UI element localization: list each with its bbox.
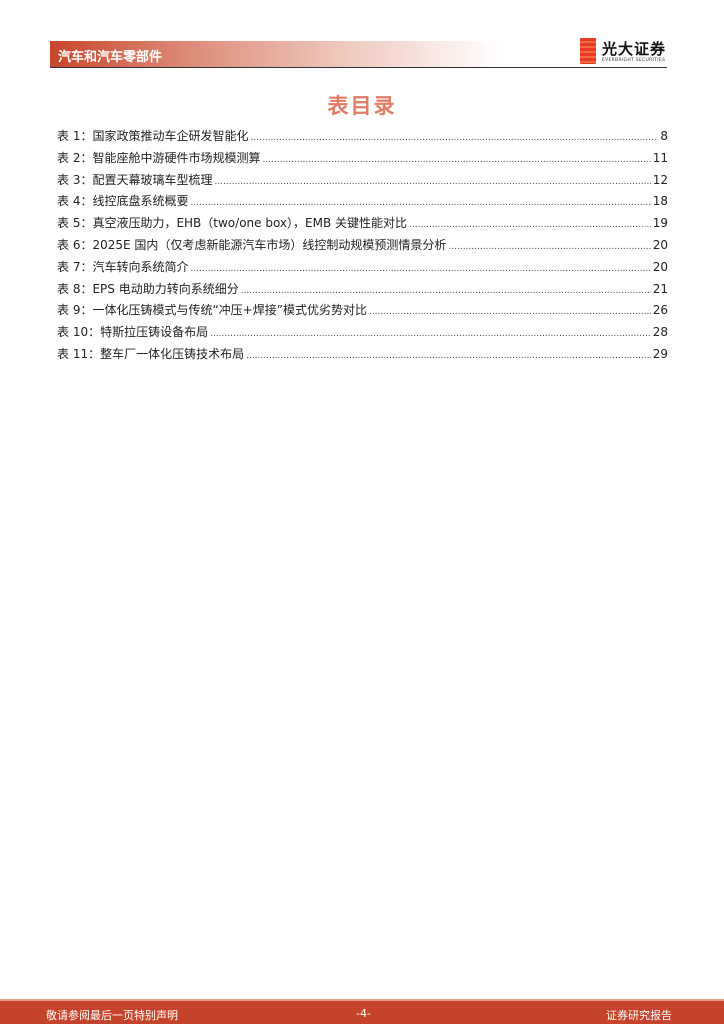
toc-leader-dots	[246, 351, 651, 361]
toc-entry-label: 表 2：智能座舱中游硬件市场规模测算	[57, 150, 261, 165]
toc-entry-page: 26	[652, 303, 668, 318]
toc-entry[interactable]: 表 8：EPS 电动助力转向系统细分 21	[57, 280, 668, 302]
header-divider	[50, 67, 667, 68]
section-name: 汽车和汽车零部件	[58, 50, 163, 65]
toc-leader-dots	[190, 198, 650, 208]
toc-entry-label: 表 6：2025E 国内（仅考虑新能源汽车市场）线控制动规模预测情景分析	[57, 237, 447, 252]
toc-entry-label: 表 3：配置天幕玻璃车型梳理	[57, 172, 213, 187]
toc-entry-label: 表 11：整车厂一体化压铸技术布局	[57, 346, 245, 361]
toc-entry-page: 29	[652, 346, 668, 361]
toc-leader-dots	[214, 177, 650, 187]
toc-entry-label: 表 4：线控底盘系统概要	[57, 194, 189, 209]
logo-text: 光大证券	[602, 40, 667, 58]
company-logo: 光大证券 EVERBRIGHT SECURITIES	[580, 38, 670, 66]
toc-entry-page: 19	[652, 216, 668, 231]
toc-entry[interactable]: 表 10：特斯拉压铸设备布局 28	[57, 323, 668, 345]
toc-entry-label: 表 7：汽车转向系统简介	[57, 259, 189, 274]
toc-leader-dots	[210, 329, 651, 339]
page-title: 表目录	[327, 94, 397, 118]
toc-leader-dots	[262, 155, 650, 165]
toc-entry[interactable]: 表 4：线控底盘系统概要 18	[57, 192, 668, 214]
header-bar	[50, 41, 500, 67]
toc-entry[interactable]: 表 6：2025E 国内（仅考虑新能源汽车市场）线控制动规模预测情景分析 20	[57, 236, 668, 258]
toc-entry-page: 20	[652, 237, 668, 252]
toc-entry-page: 21	[652, 281, 668, 296]
toc-entry-label: 表 8：EPS 电动助力转向系统细分	[57, 281, 239, 296]
toc-leader-dots	[241, 286, 651, 296]
toc-leader-dots	[369, 307, 651, 317]
footer-report-type: 证券研究报告	[606, 1009, 672, 1022]
toc-entry[interactable]: 表 5：真空液压助力，EHB（two/one box），EMB 关键性能对比 19	[57, 214, 668, 236]
footer-disclaimer: 敬请参阅最后一页特别声明	[46, 1009, 178, 1022]
toc-entry[interactable]: 表 3：配置天幕玻璃车型梳理 12	[57, 171, 668, 193]
toc-entry[interactable]: 表 7：汽车转向系统简介 20	[57, 258, 668, 280]
toc-leader-dots	[409, 220, 651, 230]
logo-subtext: EVERBRIGHT SECURITIES	[602, 58, 666, 63]
toc-entry-page: 11	[652, 150, 668, 165]
toc-entry-label: 表 5：真空液压助力，EHB（two/one box），EMB 关键性能对比	[57, 216, 408, 231]
table-of-tables: 表 1：国家政策推动车企研发智能化8表 2：智能座舱中游硬件市场规模测算11表 …	[57, 127, 668, 367]
page-number: -4-	[356, 1007, 371, 1020]
toc-entry-page: 28	[652, 325, 668, 340]
toc-entry-page: 18	[652, 194, 668, 209]
toc-entry-page: 12	[652, 172, 668, 187]
logo-mark-icon	[580, 38, 596, 64]
toc-entry[interactable]: 表 11：整车厂一体化压铸技术布局 29	[57, 345, 668, 367]
toc-entry-label: 表 9：一体化压铸模式与传统“冲压+焊接”模式优劣势对比	[57, 303, 367, 318]
toc-entry-page: 8	[660, 129, 668, 143]
toc-leader-dots	[250, 133, 658, 143]
toc-entry-label: 表 10：特斯拉压铸设备布局	[57, 325, 209, 340]
toc-entry[interactable]: 表 2：智能座舱中游硬件市场规模测算 11	[57, 149, 668, 171]
toc-entry-label: 表 1：国家政策推动车企研发智能化	[57, 129, 249, 143]
toc-leader-dots	[190, 264, 650, 274]
toc-entry[interactable]: 表 9：一体化压铸模式与传统“冲压+焊接”模式优劣势对比 26	[57, 301, 668, 323]
toc-entry[interactable]: 表 1：国家政策推动车企研发智能化 8	[57, 127, 668, 149]
toc-entry-page: 20	[652, 259, 668, 274]
toc-leader-dots	[448, 242, 650, 252]
footer-bar: 敬请参阅最后一页特别声明 -4- 证券研究报告	[0, 999, 724, 1024]
